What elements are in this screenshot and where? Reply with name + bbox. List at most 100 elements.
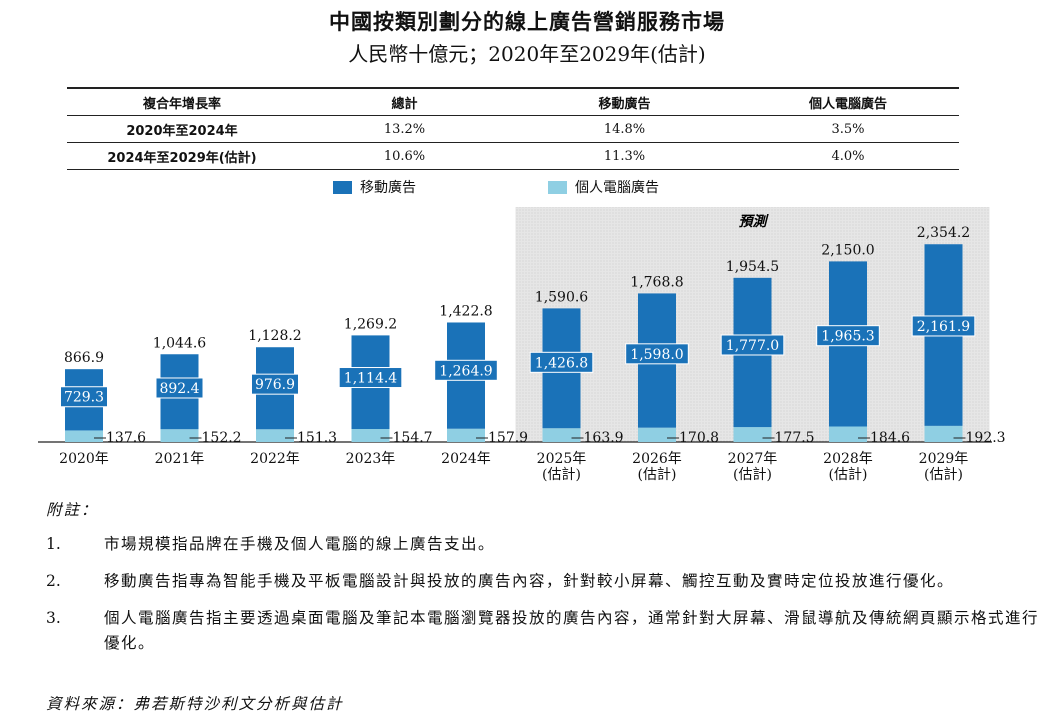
x-tick-label: 2022年 <box>250 451 300 467</box>
total-label: 2,150.0 <box>821 242 874 258</box>
notes-section: 附註： 1. 市場規模指品牌在手機及個人電腦的線上廣告支出。 2. 移動廣告指專… <box>46 498 1046 656</box>
bar-pc <box>256 429 294 442</box>
x-tick-note: (估計) <box>638 467 677 483</box>
note-text: 市場規模指品牌在手機及個人電腦的線上廣告支出。 <box>104 535 496 553</box>
source-note: 資料來源：弗若斯特沙利文分析與估計 <box>46 695 344 713</box>
x-tick-note: (估計) <box>542 467 581 483</box>
bar-pc <box>924 425 963 442</box>
mobile-label-box <box>434 359 498 381</box>
legend-swatch-mobile <box>333 180 352 194</box>
x-tick-label: 2025年 <box>537 451 587 467</box>
note-text: 個人電腦廣告指主要透過桌面電腦及筆記本電腦瀏覽器投放的廣告內容，通常針對大屏幕、… <box>104 609 1040 652</box>
x-tick-label: 2024年 <box>441 451 491 467</box>
total-label: 1,422.8 <box>439 303 492 319</box>
x-tick-label: 2028年 <box>823 451 873 467</box>
mobile-value-label: 2,161.9 <box>917 319 970 335</box>
bar-pc <box>829 426 867 442</box>
pc-value-label: 154.7 <box>393 430 433 446</box>
cagr-header-pc: 個人電腦廣告 <box>808 96 887 112</box>
pc-value-label: 151.3 <box>297 430 337 446</box>
mobile-label-box <box>60 386 108 408</box>
note-item: 3. 個人電腦廣告指主要透過桌面電腦及筆記本電腦瀏覽器投放的廣告內容，通常針對大… <box>46 606 1046 656</box>
x-tick-label: 2026年 <box>632 451 682 467</box>
forecast-label: 預測 <box>739 213 770 230</box>
legend-label-mobile: 移動廣告 <box>360 180 416 196</box>
note-number: 3. <box>46 609 61 627</box>
pc-value-label: 184.6 <box>870 430 910 446</box>
cagr-row: 2024年至2029年(估計) 10.6% 11.3% 4.0% <box>67 143 959 170</box>
x-tick-label: 2029年 <box>919 451 969 467</box>
cagr-header-total: 總計 <box>391 96 418 112</box>
mobile-value-label: 1,777.0 <box>726 338 779 354</box>
chart-title: 中國按類別劃分的線上廣告營銷服務市場 <box>329 10 725 34</box>
x-tick-note: (估計) <box>733 467 772 483</box>
x-tick-note: (估計) <box>829 467 868 483</box>
bar-pc <box>351 429 390 442</box>
x-tick-label: 2023年 <box>346 451 396 467</box>
mobile-value-label: 892.4 <box>159 381 199 397</box>
mobile-value-label: 976.9 <box>255 377 295 393</box>
cagr-row: 2020年至2024年 13.2% 14.8% 3.5% <box>67 116 959 143</box>
mobile-value-label: 1,965.3 <box>821 329 874 345</box>
mobile-value-label: 1,598.0 <box>630 347 683 363</box>
cagr-total: 10.6% <box>383 148 426 164</box>
cagr-total: 13.2% <box>383 121 426 137</box>
total-label: 1,128.2 <box>248 328 301 344</box>
mobile-value-label: 1,264.9 <box>439 363 492 379</box>
mobile-value-label: 729.3 <box>64 390 104 406</box>
pc-value-label: 152.2 <box>202 430 242 446</box>
note-number: 2. <box>46 572 61 590</box>
pc-value-label: 137.6 <box>106 430 146 446</box>
cagr-row-label: 2024年至2029年(估計) <box>107 150 257 166</box>
legend-swatch-pc <box>548 180 567 194</box>
legend-item-mobile: 移動廣告 <box>333 177 416 197</box>
total-label: 2,354.2 <box>917 225 970 241</box>
cagr-pc: 3.5% <box>831 121 865 137</box>
cagr-mobile: 14.8% <box>603 121 646 137</box>
mobile-label-box <box>529 351 594 373</box>
total-label: 1,044.6 <box>153 335 207 351</box>
notes-heading: 附註： <box>46 501 99 519</box>
cagr-header-mobile: 移動廣告 <box>598 96 651 112</box>
mobile-label-box <box>155 377 204 399</box>
bar-pc <box>65 430 103 442</box>
x-tick-label: 2020年 <box>59 451 109 467</box>
pc-value-label: 177.5 <box>775 430 815 446</box>
mobile-label-box <box>338 367 403 389</box>
total-label: 1,590.6 <box>535 289 589 305</box>
cagr-header-label: 複合年增長率 <box>142 96 221 112</box>
note-number: 1. <box>46 535 61 553</box>
bar-pc <box>447 428 485 442</box>
cagr-row-label: 2020年至2024年 <box>126 123 238 139</box>
pc-value-label: 157.9 <box>488 430 528 446</box>
cagr-header-row: 複合年增長率 總計 移動廣告 個人電腦廣告 <box>67 88 959 116</box>
bar-chart: 預測 866.9 729.3 137.6 2020年 1,044.6 892.4 152.2 2… <box>38 207 1006 483</box>
note-text: 移動廣告指專為智能手機及平板電腦設計與投放的廣告內容，針對較小屏幕、觸控互動及實… <box>104 572 955 590</box>
cagr-mobile: 11.3% <box>603 148 646 164</box>
mobile-label-box <box>720 334 785 356</box>
note-item: 2. 移動廣告指專為智能手機及平板電腦設計與投放的廣告內容，針對較小屏幕、觸控互… <box>46 569 1046 594</box>
bar-pc <box>160 429 199 442</box>
x-tick-note: (估計) <box>924 467 963 483</box>
bar-pc <box>542 428 581 442</box>
pc-value-label: 170.8 <box>679 430 719 446</box>
mobile-label-box <box>251 373 299 395</box>
mobile-label-box <box>816 325 880 347</box>
chart-subtitle: 人民幣十億元；2020年至2029年(估計) <box>348 42 706 66</box>
pc-value-label: 192.3 <box>966 430 1006 446</box>
legend-item-pc: 個人電腦廣告 <box>548 177 659 197</box>
bar-pc <box>733 427 772 442</box>
note-item: 1. 市場規模指品牌在手機及個人電腦的線上廣告支出。 <box>46 532 1046 557</box>
x-tick-label: 2027年 <box>728 451 778 467</box>
chart-legend: 移動廣告 個人電腦廣告 <box>0 177 1054 197</box>
mobile-label-box <box>625 343 689 365</box>
bar-pc <box>638 427 676 442</box>
cagr-pc: 4.0% <box>831 148 865 164</box>
total-label: 1,768.8 <box>630 274 683 290</box>
total-label: 1,269.2 <box>344 316 397 332</box>
cagr-table: 複合年增長率 總計 移動廣告 個人電腦廣告 2020年至2024年 13.2% … <box>67 87 959 170</box>
total-label: 866.9 <box>64 350 104 366</box>
pc-value-label: 163.9 <box>584 430 624 446</box>
mobile-label-box <box>911 315 976 337</box>
mobile-value-label: 1,114.4 <box>344 371 398 387</box>
